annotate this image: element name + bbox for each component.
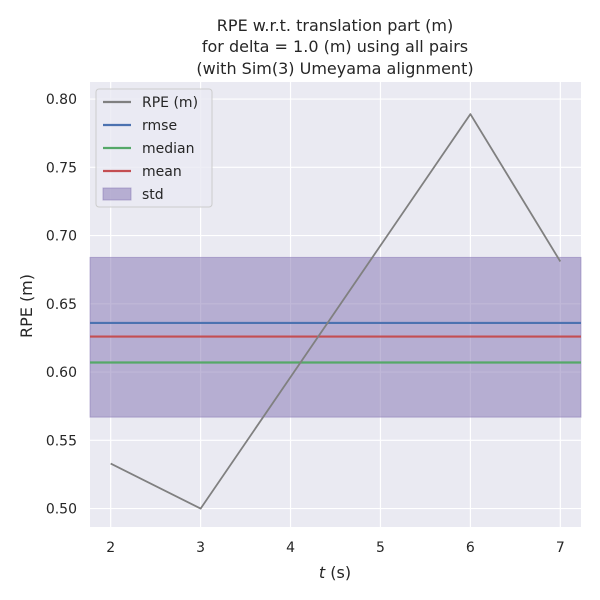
y-tick-label: 0.75 — [46, 160, 77, 176]
legend-frame — [95, 88, 213, 208]
x-axis-label: t (s) — [319, 563, 351, 582]
legend-label: std — [142, 187, 164, 203]
rpe-series-line — [110, 113, 562, 510]
chart-title: RPE w.r.t. translation part (m) for delt… — [196, 16, 473, 78]
title-line-3: (with Sim(3) Umeyama alignment) — [196, 59, 473, 78]
title-line-1: RPE w.r.t. translation part (m) — [217, 16, 453, 35]
y-tick-label: 0.80 — [46, 92, 77, 108]
x-tick-label: 4 — [286, 540, 295, 556]
reference-lines — [90, 321, 581, 364]
x-tick-label: 3 — [196, 540, 205, 556]
y-axis-label: RPE (m) — [17, 274, 36, 338]
y-tick-label: 0.50 — [46, 502, 77, 518]
x-tick-label: 5 — [376, 540, 385, 556]
x-axis-variable: t — [319, 563, 326, 582]
x-tick-label: 7 — [556, 540, 565, 556]
legend-label: median — [142, 141, 194, 157]
legend-label: rmse — [142, 118, 177, 134]
y-tick-label: 0.70 — [46, 229, 77, 245]
title-line-2: for delta = 1.0 (m) using all pairs — [202, 37, 468, 56]
y-tick-labels: 0.50 0.55 0.60 0.65 0.70 0.75 0.80 — [46, 92, 77, 518]
legend-label: mean — [142, 164, 182, 180]
y-tick-label: 0.65 — [46, 297, 77, 313]
y-tick-label: 0.60 — [46, 365, 77, 381]
legend: RPE (m) rmse median mean std — [95, 88, 213, 208]
x-tick-label: 2 — [106, 540, 115, 556]
legend-swatch-std — [102, 187, 132, 201]
x-tick-label: 6 — [466, 540, 475, 556]
y-tick-label: 0.55 — [46, 433, 77, 449]
x-tick-labels: 2 3 4 5 6 7 — [106, 540, 565, 556]
x-axis-unit: (s) — [325, 563, 351, 582]
legend-label: RPE (m) — [142, 95, 198, 111]
series-layer — [110, 113, 562, 510]
